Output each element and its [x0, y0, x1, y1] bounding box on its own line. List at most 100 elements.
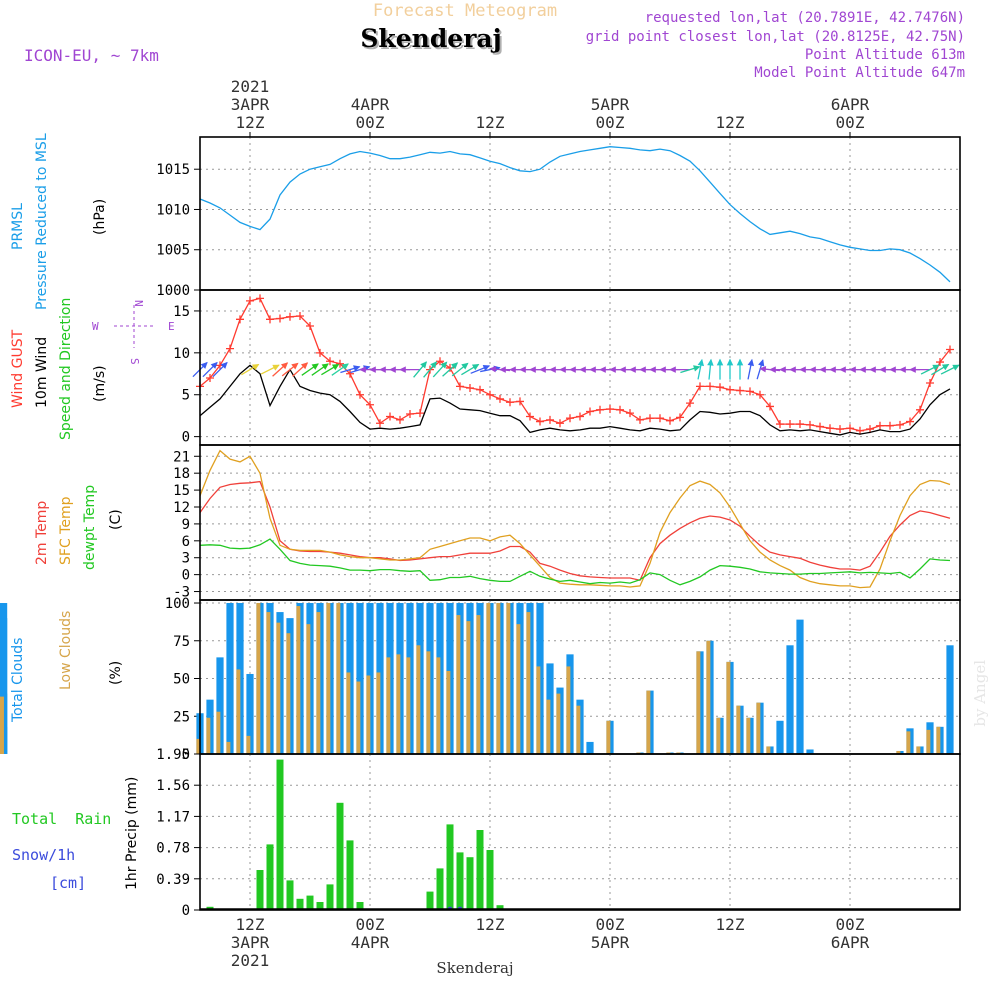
gust-marker — [806, 420, 814, 429]
gust-marker — [416, 409, 424, 418]
precip-ytick-label: 1.95 — [156, 747, 190, 763]
gust-marker — [356, 390, 364, 399]
gust-marker — [206, 373, 214, 382]
gust-marker — [666, 416, 674, 425]
low-cloud-bar — [906, 731, 911, 754]
gust-marker — [846, 424, 854, 433]
wind-arrow-head — [899, 366, 906, 373]
model-altitude: Model Point Altitude 647m — [754, 65, 965, 81]
low-cloud-bar — [476, 615, 481, 754]
low-cloud-bar — [436, 657, 441, 754]
wind-arrow-head — [529, 366, 536, 373]
total-cloud-bar — [216, 657, 224, 754]
wind-arrow-head — [759, 365, 767, 373]
gust-marker — [726, 385, 734, 394]
pressure-ytick-label: 1015 — [156, 162, 190, 178]
wind-arrow-head — [341, 363, 349, 370]
temp-2m-title: 2m Temp — [34, 501, 50, 565]
low-cloud-bar — [896, 750, 901, 754]
pressure-ytick-label: 1005 — [156, 243, 190, 259]
gust-marker — [896, 420, 904, 429]
gust-marker — [946, 345, 954, 354]
clouds-ytick-label: 75 — [173, 634, 190, 650]
gust-marker — [396, 415, 404, 424]
low-cloud-bar — [346, 672, 351, 754]
panel-pressure: 1000 1005 1010 1015 — [156, 136, 961, 299]
temperature-ytick-label: 9 — [182, 517, 190, 533]
wind-arrow-head — [952, 364, 960, 371]
super-title: Forecast Meteogram — [373, 1, 557, 21]
low-cloud-bar — [306, 624, 311, 754]
low-cloud-bar — [646, 690, 651, 754]
precip-ytick-label: 0.78 — [156, 841, 190, 857]
temperature-ytick-label: 3 — [182, 551, 190, 567]
low-cloud-bar — [506, 603, 511, 754]
point-altitude: Point Altitude 613m — [805, 47, 965, 63]
low-cloud-bar — [376, 672, 381, 754]
wind-arrow-head — [659, 366, 666, 373]
gust-marker — [856, 426, 864, 435]
gust-marker — [766, 402, 774, 411]
wind-arrow-head — [220, 361, 228, 369]
low-cloud-bar — [296, 606, 301, 754]
wind-arrow-head — [200, 361, 208, 369]
wind-arrow-head — [716, 358, 724, 366]
wind-ytick-label: 10 — [173, 346, 190, 362]
gust-marker — [436, 357, 444, 366]
precip-ytick-label: 1.17 — [156, 809, 190, 825]
gust-marker — [526, 412, 534, 421]
gust-marker — [296, 311, 304, 320]
gust-marker — [636, 415, 644, 424]
gust-marker — [266, 315, 274, 324]
wind-arrow-head — [889, 366, 896, 373]
wind-arrow-head — [629, 366, 636, 373]
low-cloud-bar — [256, 603, 261, 754]
low-cloud-bar — [726, 661, 731, 754]
wind-arrow-head — [599, 366, 606, 373]
total-cloud-bar — [806, 749, 814, 754]
rain-bar — [356, 902, 364, 910]
low-cloud-bar — [366, 675, 371, 754]
compass-rose: N W E S — [92, 300, 175, 365]
total-cloud-bar — [786, 645, 794, 754]
gust-marker — [336, 359, 344, 368]
top-time-label: 00Z — [596, 113, 625, 132]
temp-dewpt-title: dewpt Temp — [82, 485, 98, 570]
low-cloud-bar — [216, 711, 221, 754]
wind-line-wind-gust — [199, 297, 951, 432]
wind-arrow-head — [589, 366, 596, 373]
rain-bar — [476, 830, 484, 910]
rain-title: Total Rain — [12, 810, 111, 828]
gust-marker — [306, 322, 314, 331]
wind-arrow-head — [482, 365, 491, 372]
precip-ytick-label: 0 — [182, 903, 190, 919]
pressure-unit: (hPa) — [92, 199, 108, 235]
gust-marker — [456, 382, 464, 391]
gust-marker — [486, 390, 494, 399]
low-cloud-bar — [556, 693, 561, 754]
temperature-ytick-label: 0 — [182, 568, 190, 584]
clouds-ytick-label: 100 — [165, 596, 190, 612]
gust-marker — [226, 344, 234, 353]
temperature-ytick-label: 18 — [173, 466, 190, 482]
watermark: by Angel — [971, 660, 989, 727]
wind-arrow-head — [379, 366, 386, 373]
low-cloud-bar — [246, 735, 251, 754]
low-cloud-bar — [496, 603, 501, 754]
wind-line-10m-wind — [199, 364, 951, 436]
low-cloud-bar — [206, 717, 211, 754]
low-cloud-bar — [406, 657, 411, 754]
x-axis-label: Skenderaj — [436, 959, 513, 977]
wind-arrow-head — [609, 366, 616, 373]
wind-arrow-head — [499, 366, 506, 373]
pressure-title-2: Pressure Reduced to MSL — [34, 133, 50, 310]
gust-marker — [506, 398, 514, 407]
rain-bar — [296, 898, 304, 910]
wind-arrow-head — [461, 362, 469, 370]
low-cloud-bar — [756, 702, 761, 754]
gust-marker — [876, 421, 884, 430]
pressure-ytick-label: 1010 — [156, 202, 190, 218]
wind-panel-labels: Wind GUST 10m Wind Speed and Direction (… — [10, 298, 108, 440]
wind-arrow-head — [758, 359, 765, 367]
